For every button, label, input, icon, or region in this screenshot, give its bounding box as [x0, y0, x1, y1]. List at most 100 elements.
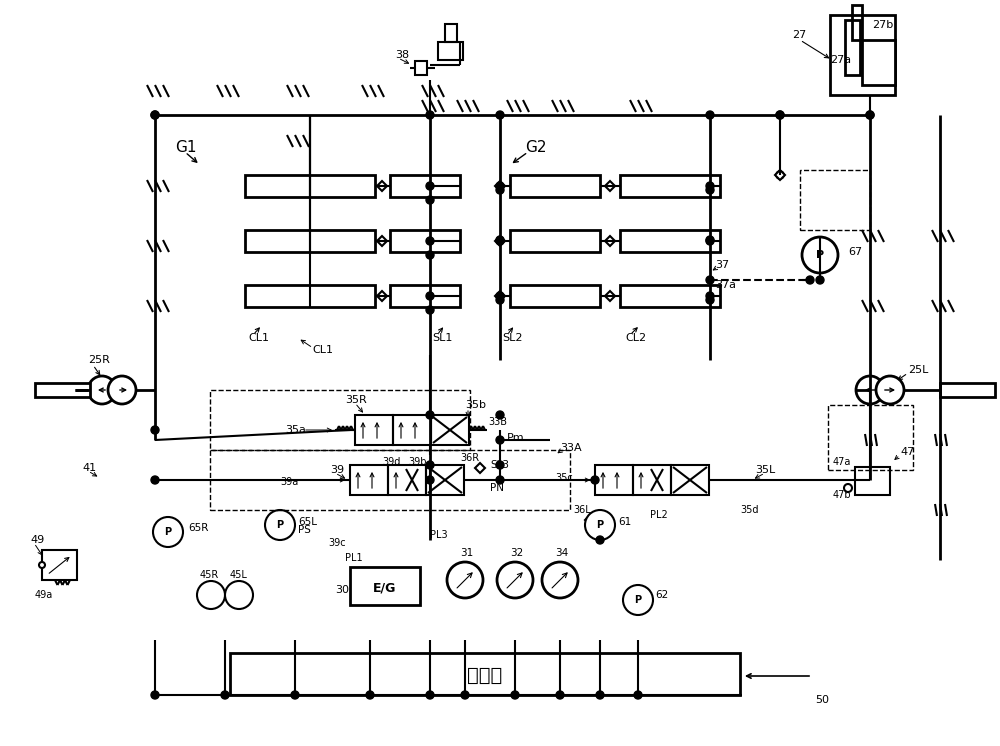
Text: 49a: 49a — [35, 590, 53, 600]
Text: PL1: PL1 — [345, 553, 363, 563]
Bar — [355, 415, 393, 445]
Text: PL3: PL3 — [430, 530, 448, 540]
Circle shape — [556, 691, 564, 699]
Circle shape — [591, 476, 599, 484]
Circle shape — [426, 411, 434, 419]
Bar — [390, 175, 460, 197]
Text: 47b: 47b — [833, 490, 852, 500]
Circle shape — [496, 476, 504, 484]
Polygon shape — [495, 291, 505, 301]
Text: 49: 49 — [30, 535, 44, 545]
Circle shape — [496, 292, 504, 300]
Bar — [245, 285, 375, 307]
Bar — [438, 42, 463, 60]
Circle shape — [706, 237, 714, 245]
Text: CL1: CL1 — [248, 333, 269, 343]
Circle shape — [866, 111, 874, 119]
Circle shape — [153, 517, 183, 547]
Circle shape — [623, 585, 653, 615]
Bar — [620, 285, 720, 307]
Text: 62: 62 — [655, 590, 668, 600]
Circle shape — [496, 111, 504, 119]
Text: 35b: 35b — [465, 400, 486, 410]
Circle shape — [426, 292, 434, 300]
Text: 45L: 45L — [230, 570, 248, 580]
Text: SL3: SL3 — [490, 460, 509, 470]
Text: P: P — [596, 520, 604, 530]
Bar — [852, 5, 862, 40]
Circle shape — [151, 111, 159, 119]
Circle shape — [866, 111, 874, 119]
Circle shape — [366, 691, 374, 699]
Circle shape — [197, 581, 225, 609]
Circle shape — [596, 691, 604, 699]
Bar — [393, 415, 431, 445]
Bar — [230, 653, 740, 695]
Circle shape — [461, 691, 469, 699]
Circle shape — [776, 111, 784, 119]
Bar — [828, 405, 913, 470]
Text: 33B: 33B — [488, 417, 507, 427]
Text: 38: 38 — [395, 50, 409, 60]
Circle shape — [876, 376, 904, 404]
Circle shape — [542, 562, 578, 598]
Bar — [42, 550, 77, 580]
Circle shape — [806, 276, 814, 284]
Text: 27: 27 — [792, 30, 806, 40]
Circle shape — [706, 182, 714, 190]
Bar — [633, 465, 671, 495]
Text: P: P — [816, 250, 824, 260]
Circle shape — [447, 562, 483, 598]
Polygon shape — [475, 463, 485, 473]
Bar — [830, 15, 895, 95]
Bar — [350, 567, 420, 605]
Circle shape — [151, 111, 159, 119]
Text: 37: 37 — [715, 260, 729, 270]
Polygon shape — [775, 170, 785, 180]
Circle shape — [496, 236, 504, 244]
Text: 35c: 35c — [555, 473, 573, 483]
Bar — [245, 175, 375, 197]
Circle shape — [844, 484, 852, 492]
Polygon shape — [605, 181, 615, 191]
Bar — [390, 285, 460, 307]
Text: 39b: 39b — [408, 457, 426, 467]
Circle shape — [497, 562, 533, 598]
Circle shape — [706, 236, 714, 244]
Polygon shape — [377, 236, 387, 246]
Bar — [510, 285, 600, 307]
Bar — [510, 175, 600, 197]
Bar — [862, 40, 895, 85]
Polygon shape — [495, 236, 505, 246]
Bar — [426, 465, 464, 495]
Circle shape — [496, 461, 504, 469]
Bar — [415, 61, 427, 75]
Polygon shape — [495, 181, 505, 191]
Bar — [388, 465, 426, 495]
Text: 控制器: 控制器 — [467, 665, 503, 685]
Circle shape — [221, 691, 229, 699]
Circle shape — [496, 237, 504, 245]
Text: 65L: 65L — [298, 517, 317, 527]
Circle shape — [706, 186, 714, 194]
Circle shape — [706, 292, 714, 300]
Text: 31: 31 — [460, 548, 473, 558]
Circle shape — [426, 476, 434, 484]
Text: 27b: 27b — [872, 20, 893, 30]
Text: 36L: 36L — [573, 505, 591, 515]
Bar — [845, 20, 860, 75]
Circle shape — [706, 111, 714, 119]
Circle shape — [856, 376, 884, 404]
Circle shape — [496, 411, 504, 419]
Bar — [620, 230, 720, 252]
Bar — [35, 383, 90, 397]
Circle shape — [426, 182, 434, 190]
Circle shape — [426, 251, 434, 259]
Text: P: P — [634, 595, 642, 605]
Text: Pm: Pm — [507, 433, 525, 443]
Polygon shape — [585, 515, 595, 525]
Text: G2: G2 — [525, 140, 546, 155]
Text: 37a: 37a — [715, 280, 736, 290]
Text: G1: G1 — [175, 140, 196, 155]
Polygon shape — [377, 291, 387, 301]
